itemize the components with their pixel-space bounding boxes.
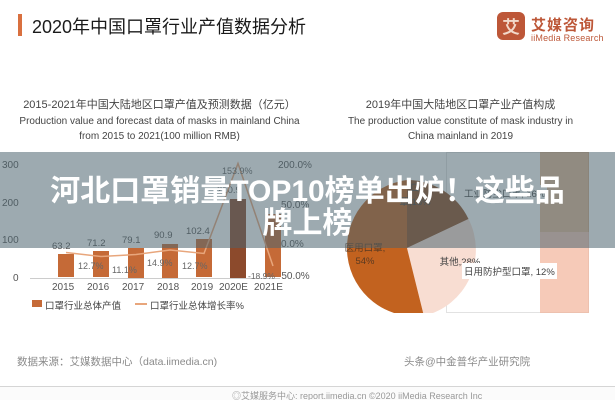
svg-text:艾: 艾 — [503, 17, 520, 37]
